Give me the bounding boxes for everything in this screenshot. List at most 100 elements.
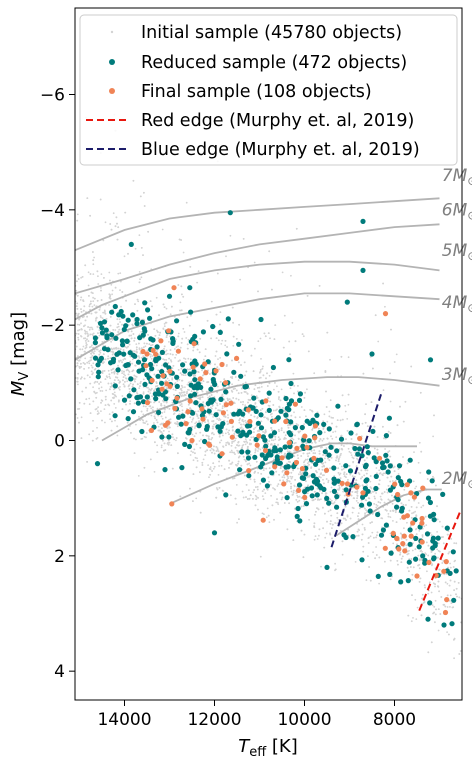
- initial-point: [271, 288, 273, 291]
- initial-point: [242, 409, 244, 411]
- initial-point: [75, 312, 78, 315]
- initial-point: [432, 475, 434, 478]
- initial-point: [180, 394, 183, 397]
- initial-point: [139, 195, 142, 198]
- initial-point: [433, 611, 435, 614]
- initial-point: [180, 367, 183, 370]
- initial-point: [457, 582, 460, 584]
- initial-point: [456, 595, 458, 598]
- initial-point: [85, 398, 88, 401]
- initial-point: [293, 455, 296, 458]
- initial-point: [237, 392, 240, 395]
- initial-point: [246, 441, 249, 444]
- initial-point: [277, 436, 280, 439]
- initial-point: [295, 499, 298, 501]
- initial-point: [290, 414, 293, 417]
- initial-point: [322, 478, 324, 481]
- initial-point: [275, 501, 278, 504]
- initial-point: [99, 349, 102, 352]
- initial-point: [449, 594, 452, 597]
- initial-point: [319, 438, 322, 440]
- initial-point: [204, 348, 207, 350]
- initial-point: [332, 417, 334, 419]
- initial-point: [196, 281, 199, 284]
- initial-point: [425, 524, 428, 526]
- initial-point: [103, 370, 106, 372]
- initial-point: [375, 492, 377, 494]
- initial-point: [164, 449, 167, 451]
- initial-point: [86, 197, 89, 200]
- initial-point: [435, 484, 437, 487]
- initial-point: [189, 454, 192, 456]
- initial-point: [210, 438, 213, 441]
- initial-point: [271, 429, 273, 431]
- initial-point: [242, 416, 245, 418]
- initial-point: [83, 363, 86, 365]
- initial-point: [207, 419, 209, 421]
- initial-point: [455, 593, 457, 596]
- initial-point: [246, 498, 249, 500]
- initial-point: [266, 385, 269, 387]
- initial-point: [376, 452, 379, 454]
- initial-point: [169, 313, 172, 316]
- initial-point: [100, 273, 103, 275]
- initial-point: [280, 429, 283, 432]
- initial-point: [158, 429, 161, 432]
- initial-point: [235, 484, 238, 486]
- initial-point: [277, 483, 280, 486]
- initial-point: [81, 348, 84, 351]
- initial-point: [235, 338, 238, 340]
- initial-point: [280, 498, 283, 501]
- initial-point: [203, 358, 205, 361]
- initial-point: [442, 542, 445, 545]
- initial-point: [449, 606, 451, 608]
- initial-point: [86, 332, 89, 335]
- initial-point: [414, 598, 417, 601]
- initial-point: [228, 467, 230, 469]
- initial-point: [199, 396, 202, 399]
- initial-point: [284, 437, 287, 440]
- initial-point: [104, 404, 107, 406]
- initial-point: [195, 497, 198, 500]
- initial-point: [269, 400, 271, 403]
- initial-point: [173, 394, 175, 396]
- initial-point: [148, 343, 151, 345]
- initial-point: [421, 535, 424, 538]
- initial-point: [160, 404, 163, 407]
- initial-point: [279, 492, 281, 494]
- initial-point: [284, 434, 287, 437]
- initial-point: [135, 423, 137, 426]
- initial-point: [107, 355, 110, 358]
- initial-point: [272, 487, 274, 489]
- initial-point: [194, 425, 197, 428]
- initial-point: [182, 327, 185, 330]
- initial-point: [208, 438, 211, 441]
- initial-point: [389, 510, 392, 512]
- initial-point: [190, 450, 193, 453]
- initial-point: [337, 488, 339, 491]
- initial-point: [152, 364, 155, 367]
- initial-point: [216, 418, 219, 420]
- initial-point: [77, 372, 79, 375]
- initial-point: [196, 460, 199, 462]
- initial-point: [257, 390, 260, 393]
- initial-point: [131, 385, 134, 388]
- initial-point: [350, 438, 353, 440]
- initial-point: [264, 432, 266, 434]
- initial-point: [253, 388, 256, 391]
- initial-point: [94, 380, 97, 383]
- initial-point: [303, 487, 306, 490]
- initial-point: [233, 432, 236, 435]
- initial-point: [85, 342, 88, 344]
- initial-point: [179, 393, 182, 396]
- initial-point: [78, 323, 81, 326]
- initial-point: [234, 446, 237, 449]
- initial-point: [197, 371, 200, 373]
- initial-point: [379, 495, 382, 498]
- initial-point: [104, 312, 107, 315]
- initial-point: [93, 368, 96, 371]
- initial-point: [142, 392, 145, 395]
- initial-point: [97, 275, 99, 278]
- initial-point: [259, 370, 262, 373]
- initial-point: [421, 551, 423, 553]
